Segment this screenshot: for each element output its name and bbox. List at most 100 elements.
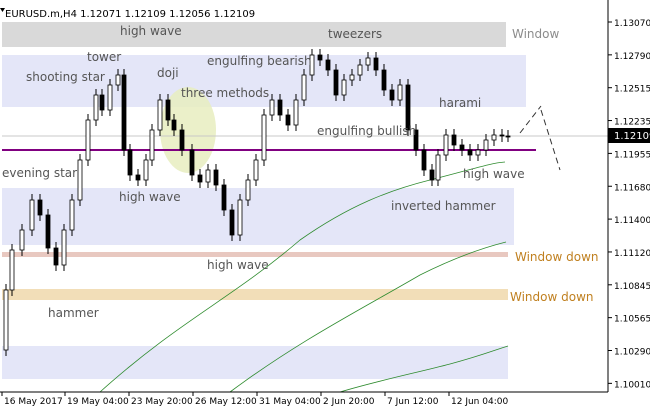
window-down-zone-1 [2, 252, 508, 257]
annotation-doji: doji [157, 66, 179, 80]
y-tick-label: 1.12515 [614, 85, 650, 95]
candle-body [285, 114, 291, 126]
candle-body [157, 99, 163, 131]
x-tick-label: 23 May 20:00 [131, 397, 193, 407]
candle-body [341, 79, 347, 96]
candle-body [205, 169, 211, 183]
symbol-header: EURUSD.m,H4 1.12071 1.12109 1.12056 1.12… [5, 9, 255, 20]
candle-body [165, 99, 171, 121]
y-tick-label: 1.11120 [614, 249, 650, 259]
y-tick-label: 1.10010 [614, 380, 650, 390]
support-zone-lower [2, 346, 508, 379]
x-tick-label: 16 May 2017 [4, 397, 63, 407]
y-tick-label: 1.12235 [614, 118, 650, 128]
x-tick-label: 19 May 04:00 [67, 397, 129, 407]
y-tick-label: 1.12790 [614, 52, 650, 62]
candle-body [505, 135, 511, 138]
annotation-tweezers: tweezers [328, 27, 382, 41]
x-axis-ticks: 16 May 2017 19 May 04:00 23 May 20:00 26 Ma… [1, 392, 508, 407]
window-down-zone-2 [2, 289, 508, 300]
candle-body [45, 214, 51, 249]
annotation-high-wave-low: high wave [207, 258, 269, 272]
projection-path [519, 105, 561, 171]
annotation-shooting-star: shooting star [26, 70, 105, 84]
candle-body [135, 174, 141, 181]
candle-body [301, 74, 307, 101]
candle-body [277, 99, 283, 116]
candle-body [69, 199, 75, 231]
candle-body [237, 199, 243, 236]
candle-body [269, 99, 275, 116]
candle-body [435, 154, 441, 181]
candle-body [77, 159, 83, 201]
candle-body [253, 159, 259, 181]
candle-body [213, 169, 219, 186]
resistance-zone [2, 55, 526, 107]
pattern-annotations: high wave tower shooting star doji three… [2, 24, 525, 320]
candle-body [245, 179, 251, 201]
candle-body [221, 184, 227, 211]
candle-body [413, 129, 419, 151]
y-axis-ticks: 1.13070 1.12790 1.12515 1.12235 1.11955 1.116… [608, 19, 650, 390]
candle-body [229, 209, 235, 236]
zone-layer [2, 22, 526, 379]
candlestick-series [3, 49, 511, 356]
candle-body [365, 57, 371, 66]
y-tick-label: 1.10565 [614, 315, 650, 325]
x-tick-label: 31 May 04:00 [259, 397, 321, 407]
moving-average-layer [99, 161, 509, 393]
y-tick-label: 1.10290 [614, 348, 650, 358]
annotation-high-wave-right: high wave [463, 167, 525, 181]
current-price-label: 1.12109 [614, 131, 650, 142]
window-down-label-1: Window down [515, 250, 599, 264]
candle-body [127, 149, 133, 176]
x-tick-label: 26 May 12:00 [195, 397, 257, 407]
current-price-tag [608, 128, 650, 143]
candle-body [381, 69, 387, 91]
candle-body [85, 119, 91, 161]
candle-body [357, 64, 363, 76]
candle-body [37, 199, 43, 216]
candle-body [451, 134, 457, 146]
candle-body [373, 57, 379, 71]
candle-body [333, 69, 339, 96]
candle-body [99, 94, 105, 111]
candle-body [19, 229, 25, 251]
candle-body [459, 144, 465, 151]
candle-body [189, 149, 195, 176]
annotation-engulfing-bearish: engulfing bearish [207, 54, 312, 68]
three-methods-ellipse [160, 87, 216, 173]
annotation-high-wave-top: high wave [120, 24, 182, 38]
annotation-inverted-hammer: inverted hammer [391, 199, 496, 213]
annotation-engulfing-bullish: engulfing bullish [317, 124, 416, 138]
candle-body [405, 84, 411, 131]
candle-body [61, 229, 67, 266]
annotation-harami: harami [439, 96, 481, 110]
candle-body [499, 134, 505, 137]
candle-body [121, 74, 127, 151]
moving-average-line [99, 161, 506, 393]
chart-type-dropdown-icon[interactable] [0, 8, 5, 12]
y-tick-label: 1.11955 [614, 150, 650, 160]
candle-body [325, 59, 331, 71]
support-zone-upper [2, 188, 514, 245]
candle-body [397, 84, 403, 101]
candle-body [93, 94, 99, 121]
candle-body [107, 84, 113, 111]
candle-body [29, 199, 35, 231]
x-tick-label: 2 Jun 20:00 [323, 397, 375, 407]
candle-body [421, 149, 427, 171]
y-tick-label: 1.13070 [614, 19, 650, 29]
candle-body [197, 174, 203, 183]
candle-body [491, 134, 497, 141]
candle-body [349, 74, 355, 81]
moving-average-line [229, 241, 507, 393]
annotation-high-wave-mid: high wave [119, 190, 181, 204]
y-tick-label: 1.11400 [614, 216, 650, 226]
annotation-three-methods: three methods [181, 86, 269, 100]
window-up-label: Window [512, 27, 560, 41]
candle-body [293, 99, 299, 126]
candle-body [475, 149, 481, 156]
